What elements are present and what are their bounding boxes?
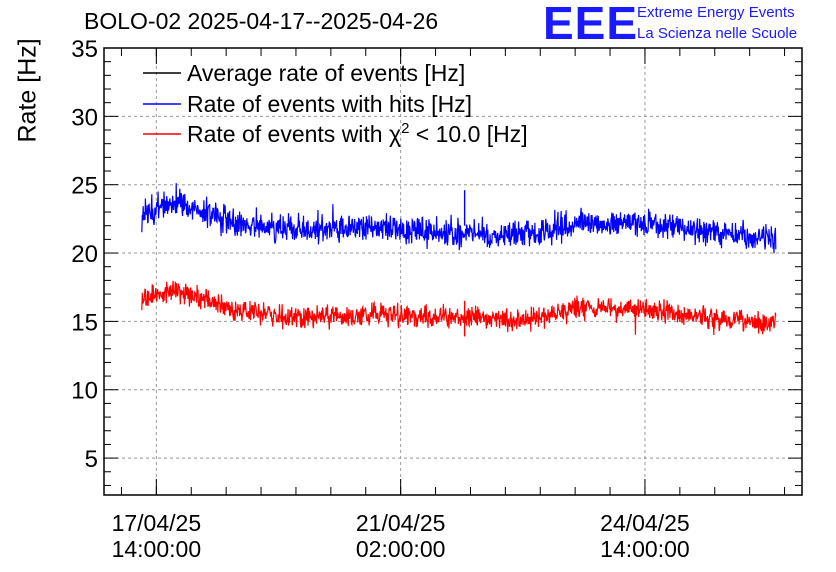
x-tick-label-time: 14:00:00 [600, 536, 690, 562]
chart-title: BOLO-02 2025-04-17--2025-04-26 [84, 8, 439, 34]
y-tick-label: 20 [71, 241, 98, 268]
x-tick-label-date: 17/04/25 [112, 510, 202, 536]
series-line-2 [141, 280, 777, 336]
legend-entry-1: Rate of events with hits [Hz] [187, 91, 472, 117]
y-tick-label: 30 [71, 104, 98, 131]
legend-entry-2: Rate of events with χ2 < 10.0 [Hz] [187, 120, 528, 147]
logo-line-2: La Scienza nelle Scuole [637, 25, 798, 42]
y-tick-label: 35 [71, 36, 98, 63]
y-tick-label: 25 [71, 173, 98, 200]
plot-frame [103, 47, 803, 496]
x-tick-label-date: 24/04/25 [600, 510, 690, 536]
y-tick-label: 15 [71, 309, 98, 336]
x-tick-label-time: 02:00:00 [356, 536, 446, 562]
series-line-1 [141, 183, 777, 254]
y-tick-label: 10 [71, 378, 98, 405]
y-tick-label: 5 [85, 446, 98, 473]
legend-entry-0: Average rate of events [Hz] [187, 60, 465, 86]
x-tick-label-time: 14:00:00 [112, 536, 202, 562]
eee-logo: EEE [543, 0, 639, 49]
logo-line-1: Extreme Energy Events [637, 4, 795, 21]
x-tick-label-date: 21/04/25 [356, 510, 446, 536]
